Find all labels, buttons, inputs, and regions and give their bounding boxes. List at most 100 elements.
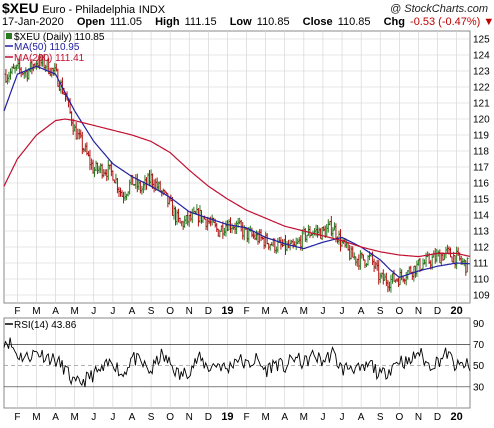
rsi-x-tick-label: S <box>377 412 384 423</box>
rsi-x-tick-label: M <box>32 412 40 423</box>
price-y-tick-label: 111 <box>473 259 489 270</box>
price-x-tick-label: 19 <box>221 305 233 317</box>
rsi-y-tick-label: 70 <box>473 340 485 351</box>
high-group: High 111.15 <box>155 16 217 28</box>
low-label: Low <box>229 16 252 28</box>
rsi-x-tick-label: M <box>300 412 308 423</box>
price-y-tick-label: 113 <box>473 227 489 238</box>
price-x-tick-label: F <box>243 306 249 317</box>
down-arrow-icon: ▼ <box>483 16 494 28</box>
rsi-y-tick-label: 50 <box>473 361 485 372</box>
price-legend-swatch <box>6 33 12 39</box>
rsi-legend: RSI(14) 43.86 <box>5 320 77 331</box>
price-x-tick-label: J <box>340 306 345 317</box>
rsi-x-tick-label: O <box>395 412 403 423</box>
instrument-name: Euro - Philadelphia <box>42 4 136 16</box>
price-x-tick-label: N <box>186 306 193 317</box>
price-x-tick-label: O <box>395 306 403 317</box>
chg-value: -0.53 (-0.47%) <box>410 16 481 28</box>
close-label: Close <box>302 16 333 28</box>
rsi-x-tick-label: M <box>70 412 78 423</box>
close-group: Close 110.85 <box>303 16 371 28</box>
price-x-tick-label: J <box>320 306 325 317</box>
rsi-x-tick-label: N <box>186 412 193 423</box>
rsi-x-tick-label: D <box>205 412 212 423</box>
price-x-tick-label: N <box>415 306 422 317</box>
price-y-tick-label: 124 <box>473 51 490 62</box>
ma200-line <box>3 118 471 258</box>
rsi-x-tick-label: J <box>340 412 345 423</box>
rsi-x-tick-label: O <box>166 412 174 423</box>
price-y-tick-label: 112 <box>473 243 489 254</box>
price-grid <box>4 31 470 303</box>
price-x-tick-label: A <box>281 306 288 317</box>
price-x-tick-label: J <box>110 306 115 317</box>
price-y-tick-label: 109 <box>473 291 490 302</box>
rsi-x-tick-label: S <box>148 412 155 423</box>
high-label: High <box>155 16 180 28</box>
moving-average-lines <box>3 65 471 279</box>
rsi-y-tick-label: 90 <box>473 319 485 330</box>
x-tick-labels: FFMMAAMMJJJJAASSOONNDD1919FFMMAAMMJJJJAA… <box>14 305 462 423</box>
rsi-x-tick-label: J <box>320 412 325 423</box>
rsi-panel-frame <box>3 317 471 409</box>
rsi-x-tick-label: 20 <box>451 411 463 423</box>
price-x-tick-label: M <box>70 306 78 317</box>
rsi-x-tick-label: D <box>434 412 441 423</box>
price-x-tick-label: S <box>377 306 384 317</box>
price-x-tick-label: A <box>52 306 59 317</box>
chg-group: Chg -0.53 (-0.47%) ▼ <box>384 16 494 28</box>
credit: @ StockCharts.com <box>390 3 488 15</box>
rsi-x-tick-label: A <box>129 412 136 423</box>
chg-label: Chg <box>383 16 405 28</box>
price-y-tick-label: 121 <box>473 99 490 110</box>
exchange: INDX <box>138 4 166 16</box>
quote-line: 17-Jan-2020 Open 111.05 High 111.15 Low … <box>2 16 494 28</box>
price-x-tick-label: F <box>14 306 20 317</box>
price-y-tick-label: 115 <box>473 195 489 206</box>
price-x-tick-label: J <box>91 306 96 317</box>
price-y-tick-label: 116 <box>473 179 489 190</box>
legend-ma50: MA(50) 110.95 <box>14 42 80 53</box>
price-x-tick-label: M <box>261 306 269 317</box>
high-value: 111.15 <box>184 16 217 28</box>
low-value: 110.85 <box>256 16 290 28</box>
rsi-x-tick-label: N <box>415 412 422 423</box>
rsi-x-tick-label: A <box>52 412 59 423</box>
price-x-tick-label: S <box>148 306 155 317</box>
price-y-tick-label: 123 <box>473 67 490 78</box>
price-y-tick-label: 120 <box>473 115 490 126</box>
quote-date: 17-Jan-2020 <box>2 16 64 28</box>
rsi-x-tick-label: A <box>358 412 365 423</box>
open-label: Open <box>76 16 105 28</box>
rsi-x-tick-label: J <box>110 412 115 423</box>
low-group: Low 110.85 <box>230 16 290 28</box>
rsi-x-tick-label: F <box>243 412 249 423</box>
price-legend: $XEU (Daily) 110.85 MA(50) 110.95 MA(200… <box>5 32 105 64</box>
legend-ma200: MA(200) 111.41 <box>14 53 85 64</box>
price-x-tick-label: D <box>434 306 441 317</box>
price-y-tick-label: 114 <box>473 211 489 222</box>
price-y-tick-label: 125 <box>473 35 490 46</box>
price-y-tick-label: 122 <box>473 83 490 94</box>
price-x-tick-label: A <box>129 306 136 317</box>
open-group: Open 111.05 <box>77 16 142 28</box>
rsi-y-tick-label: 30 <box>473 382 485 393</box>
rsi-line-group <box>3 337 471 388</box>
legend-rsi: RSI(14) 43.86 <box>14 320 77 331</box>
open-value: 111.05 <box>110 16 143 28</box>
price-y-tick-label: 110 <box>473 275 489 286</box>
price-x-tick-label: D <box>205 306 212 317</box>
rsi-x-tick-label: F <box>14 412 20 423</box>
rsi-x-tick-label: A <box>281 412 288 423</box>
close-value: 110.85 <box>337 16 371 28</box>
rsi-x-tick-label: 19 <box>221 411 233 423</box>
price-y-tick-label: 118 <box>473 147 489 158</box>
rsi-line <box>3 337 471 388</box>
y-tick-labels: 109 110 111 112 113 114 115 116 117 118 119 120 121 1… <box>473 35 490 394</box>
chart-title: $XEU Euro - Philadelphia INDX <box>2 0 165 16</box>
price-y-tick-label: 119 <box>473 131 489 142</box>
price-x-tick-label: 20 <box>451 305 463 317</box>
symbol: $XEU <box>2 0 39 16</box>
